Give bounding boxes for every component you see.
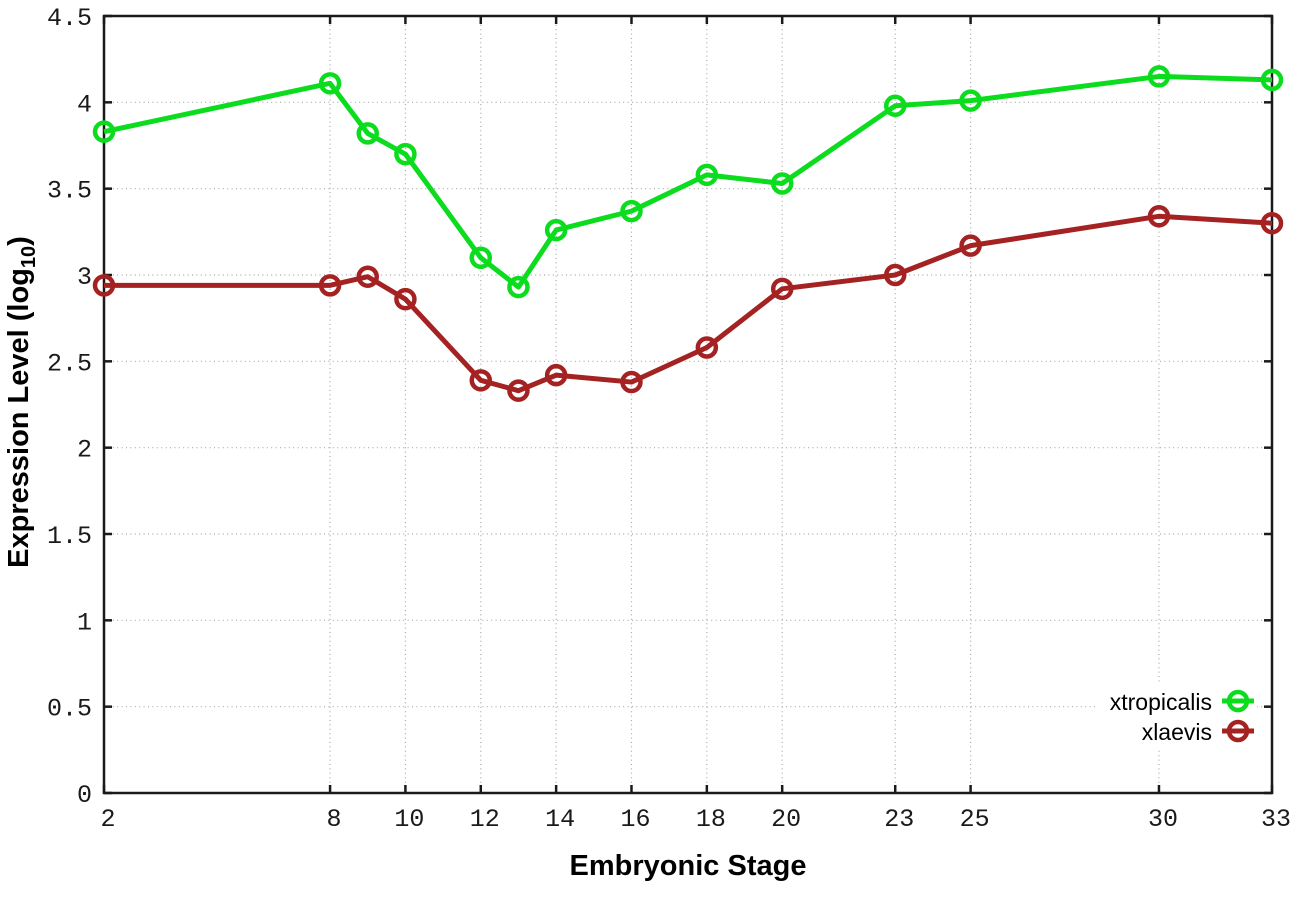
data-point-xlaevis	[695, 336, 719, 359]
data-point-xlaevis	[1147, 205, 1171, 228]
gridlines	[103, 15, 1273, 794]
y-axis-title: Expression Level (log10)	[3, 236, 40, 568]
data-point-xlaevis	[770, 277, 794, 301]
x-tick-label: 18	[696, 805, 726, 834]
data-point-xlaevis	[469, 369, 493, 392]
data-point-xlaevis	[883, 263, 907, 287]
y-tick-label: 4.5	[47, 4, 92, 33]
x-tick-label: 25	[960, 805, 990, 834]
data-point-xtropicalis	[695, 163, 719, 187]
y-axis-title-text: Expression Level (log	[3, 268, 35, 568]
data-point-xtropicalis	[544, 218, 568, 242]
x-tick-label: 12	[470, 805, 500, 834]
data-point-xtropicalis	[507, 275, 530, 299]
data-point-xtropicalis	[1147, 65, 1171, 88]
y-tick-label: 0	[77, 781, 92, 810]
x-tick-label: 14	[545, 805, 575, 834]
data-point-xtropicalis	[394, 142, 417, 166]
legend-label-xlaevis: xlaevis	[1142, 719, 1212, 745]
series-line-xtropicalis	[103, 73, 1273, 290]
data-point-xlaevis	[92, 274, 116, 297]
data-point-xtropicalis	[356, 122, 379, 145]
data-point-xtropicalis	[770, 172, 794, 195]
y-tick-label: 3.5	[47, 177, 92, 206]
data-point-xlaevis	[1260, 211, 1284, 235]
data-point-xlaevis	[318, 274, 342, 297]
x-tick-label: 16	[620, 805, 650, 834]
data-point-xlaevis	[620, 370, 643, 394]
legend-label-xtropicalis: xtropicalis	[1110, 689, 1212, 715]
data-point-xtropicalis	[318, 72, 342, 95]
y-axis-title-text: )	[3, 236, 35, 246]
x-tick-label: 30	[1148, 805, 1178, 834]
x-tick-label: 33	[1261, 805, 1291, 834]
x-tick-label: 20	[771, 805, 801, 834]
data-point-xtropicalis	[92, 120, 116, 143]
y-tick-label: 1	[77, 608, 92, 637]
x-tick-label: 10	[394, 805, 424, 834]
y-axis-title-subscript: 10	[18, 246, 40, 268]
data-point-xlaevis	[507, 379, 530, 402]
x-tick-label: 23	[884, 805, 914, 834]
data-point-xlaevis	[544, 363, 568, 387]
data-point-xtropicalis	[620, 199, 643, 223]
data-point-xtropicalis	[959, 89, 982, 112]
legend-sample-marker	[1226, 689, 1250, 713]
y-tick-label: 0.5	[47, 695, 92, 724]
data-point-xlaevis	[959, 234, 982, 257]
data-point-xlaevis	[356, 265, 379, 288]
series-line-xlaevis	[104, 213, 1273, 394]
data-point-xtropicalis	[469, 246, 493, 269]
axes: 2 8 10 12 14 16 18 20 23 25 30 33 0 0.5 1 1.5 2 2.5 3 3.5 4 4…	[47, 4, 1291, 834]
x-axis-title: Embryonic Stage	[570, 850, 807, 882]
x-tick-label: 2	[100, 805, 115, 834]
data-point-xtropicalis	[883, 94, 907, 118]
legend-sample-marker	[1226, 719, 1250, 743]
y-tick-label: 2	[77, 436, 92, 465]
y-tick-label: 2.5	[47, 349, 92, 378]
plot-border	[102, 14, 1274, 795]
data-point-xtropicalis	[1260, 68, 1284, 92]
y-tick-label: 4	[77, 90, 92, 119]
y-tick-label: 3	[77, 263, 92, 292]
legend: xtropicalis xlaevis	[1095, 684, 1257, 748]
plot-series	[92, 65, 1284, 402]
data-point-xlaevis	[394, 287, 417, 311]
y-tick-label: 1.5	[47, 522, 92, 551]
x-tick-label: 8	[327, 805, 342, 834]
